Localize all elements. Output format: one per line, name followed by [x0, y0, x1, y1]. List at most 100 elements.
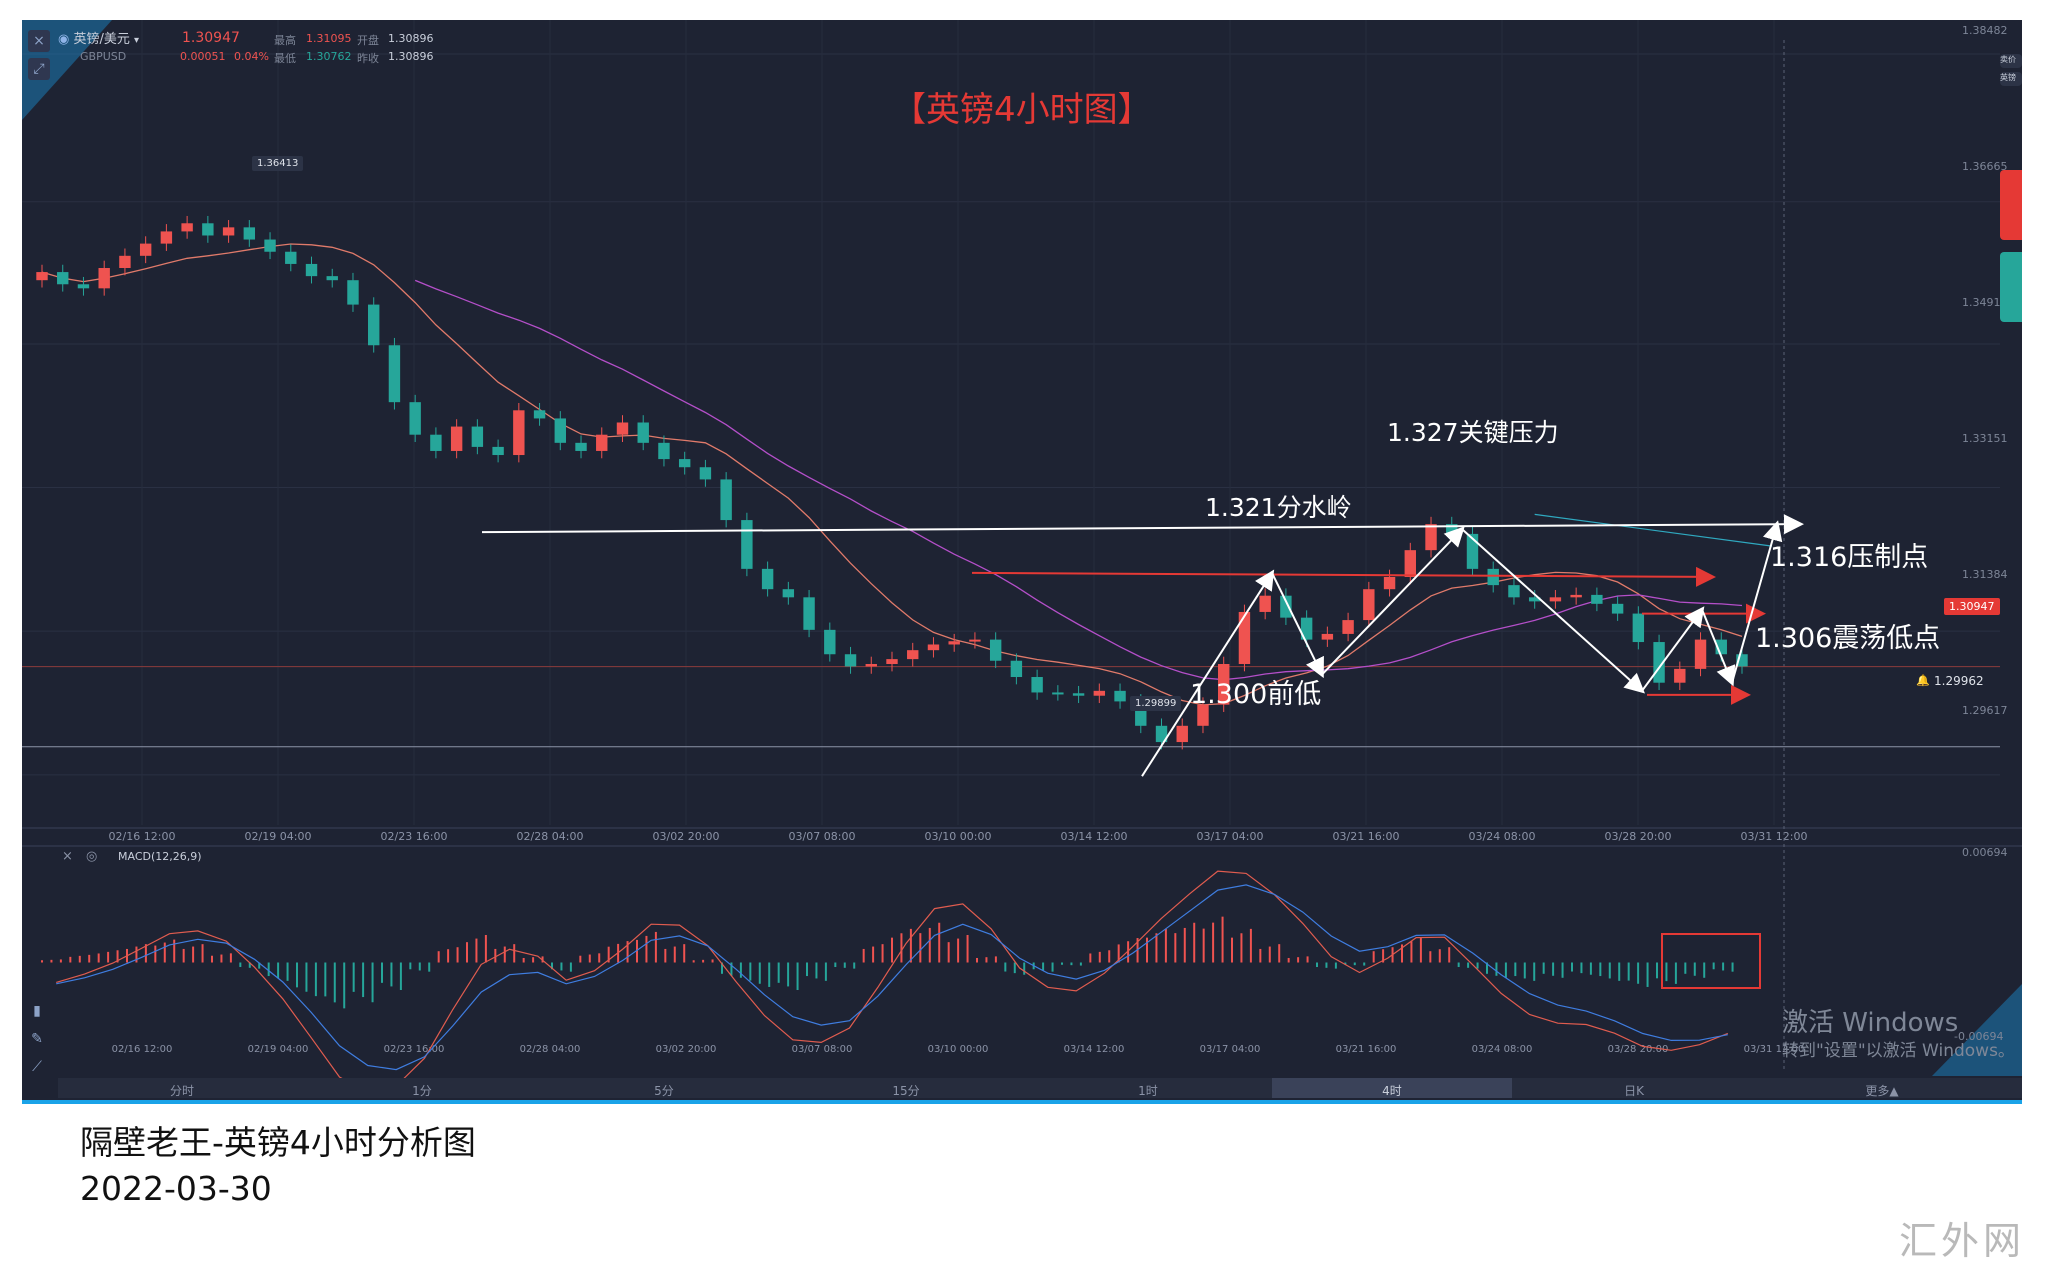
time-axis-label: 02/16 12:00	[112, 1044, 173, 1055]
candle-body	[326, 276, 338, 281]
timeframe-tab-more[interactable]: 更多▲	[1865, 1084, 1899, 1098]
candle-body	[699, 467, 712, 480]
price-axis-label: 1.29617	[1962, 704, 2008, 717]
time-axis-label: 03/21 16:00	[1333, 830, 1400, 843]
high-marker-tag: 1.36413	[252, 156, 304, 171]
symbol-code: GBPUSD	[80, 50, 127, 63]
candle-body	[907, 650, 919, 660]
candle-body	[36, 272, 48, 281]
candle-body	[1176, 725, 1188, 743]
moving-average-line	[41, 243, 1743, 706]
candle-body	[347, 280, 359, 305]
settings-icon[interactable]: ◎	[86, 849, 98, 864]
suppression-label: 1.316压制点	[1770, 542, 1929, 573]
time-axis-label: 03/10 00:00	[925, 830, 992, 843]
indicator-icon[interactable]: ▮	[33, 1003, 41, 1019]
moving-average-line	[414, 279, 1743, 681]
candle-body	[1052, 692, 1064, 695]
candle-body	[1425, 524, 1437, 551]
timeframe-tab[interactable]: 5分	[654, 1084, 674, 1098]
candle-body	[1363, 589, 1375, 621]
candle-body	[1093, 690, 1106, 696]
candle-body	[1342, 620, 1354, 634]
candle-body	[720, 479, 732, 521]
time-axis-label: 02/19 04:00	[248, 1044, 309, 1055]
trend-arrow	[1641, 606, 1705, 692]
candle-body	[927, 644, 940, 651]
time-axis-label: 03/28 20:00	[1605, 830, 1672, 843]
sell-button[interactable]	[2000, 170, 2022, 240]
candle-body	[181, 223, 193, 232]
time-axis-label: 03/31 12:00	[1744, 1044, 1805, 1055]
prior-low-label: 1.300前低	[1190, 679, 1322, 710]
candle-body	[1072, 693, 1085, 696]
candle-body	[285, 251, 297, 264]
candle-body	[388, 345, 401, 403]
candle-body	[844, 654, 857, 667]
caption-title: 隔壁老王-英镑4小时分析图	[80, 1123, 476, 1162]
candle-body	[865, 664, 877, 667]
candle-body	[368, 304, 380, 346]
candle-body	[803, 597, 815, 630]
symbol-selector[interactable]: ◉ 英镑/美元 ▾	[58, 28, 139, 47]
candle-body	[1591, 594, 1603, 604]
price-axis-label: 1.36665	[1962, 160, 2008, 173]
candle-body	[554, 418, 566, 443]
timeframe-tab[interactable]: 15分	[892, 1084, 920, 1098]
candle-body	[1010, 660, 1023, 678]
watermark: 汇外网	[1898, 1219, 2025, 1263]
candle-body	[1321, 633, 1334, 640]
caption-date: 2022-03-30	[80, 1169, 272, 1208]
windows-activate-title: 激活 Windows	[1782, 1008, 1959, 1038]
macd-label: MACD(12,26,9)	[118, 850, 202, 863]
timeframe-active-bg	[1272, 1078, 1512, 1098]
chart-window: 02/16 12:00 02/16 12:00 02/19 04:00 02/19 0…	[22, 20, 2022, 1104]
buy-button[interactable]	[2000, 252, 2022, 322]
candle-body	[1487, 568, 1499, 586]
timeframe-tab[interactable]: 1分	[412, 1084, 432, 1098]
expand-icon[interactable]: ⤢	[28, 58, 50, 80]
candle-body	[824, 629, 836, 655]
candle-body	[160, 231, 173, 244]
candle-body	[119, 255, 131, 269]
time-axis-label: 03/17 04:00	[1200, 1044, 1261, 1055]
close-icon[interactable]: ×	[28, 30, 50, 52]
macd-axis-top: 0.00694	[1962, 846, 2008, 859]
candlestick-chart[interactable]: 02/16 12:00 02/16 12:00 02/19 04:00 02/19 0…	[22, 20, 2022, 1104]
candle-body	[761, 568, 774, 590]
macd-close-icon[interactable]: ×	[62, 849, 73, 864]
time-axis-label: 03/24 08:00	[1469, 830, 1536, 843]
candle-body	[1653, 642, 1665, 683]
candle-body	[886, 659, 898, 664]
bell-icon[interactable]: 🔔	[1916, 674, 1930, 687]
line-tool-icon[interactable]: ⟋	[32, 1059, 42, 1075]
timeframe-tab[interactable]: 分时	[169, 1084, 194, 1098]
timeframe-tab-active[interactable]: 4时	[1382, 1084, 1402, 1098]
candle-body	[264, 239, 276, 252]
candle-body	[1259, 595, 1271, 612]
candle-body	[1549, 597, 1562, 602]
candle-body	[637, 422, 649, 443]
ying-label[interactable]: 英镑	[2000, 72, 2022, 86]
trend-arrow	[1701, 609, 1736, 687]
timeframe-tab[interactable]: 1时	[1138, 1084, 1158, 1098]
candle-body	[989, 639, 1002, 661]
candle-body	[533, 410, 546, 419]
candle-body	[1632, 613, 1645, 643]
candle-body	[1114, 690, 1126, 702]
candle-body	[1466, 533, 1479, 569]
moving-average-line	[1534, 513, 1773, 547]
pen-icon[interactable]: ✎	[31, 1031, 43, 1047]
time-axis-label: 03/02 20:00	[653, 830, 720, 843]
timeframe-bar	[58, 1078, 2022, 1098]
candle-body	[658, 442, 670, 460]
low-marker-tag: 1.29899	[1130, 696, 1182, 711]
timeframe-tab[interactable]: 日K	[1624, 1084, 1644, 1098]
candle-body	[409, 402, 421, 435]
key-resistance-label: 1.327关键压力	[1387, 418, 1559, 447]
sell-label[interactable]: 卖价	[2000, 54, 2022, 68]
candle-body	[139, 243, 152, 256]
candle-body	[1031, 677, 1043, 693]
candle-body	[1197, 704, 1209, 726]
trend-arrow	[1321, 526, 1465, 676]
